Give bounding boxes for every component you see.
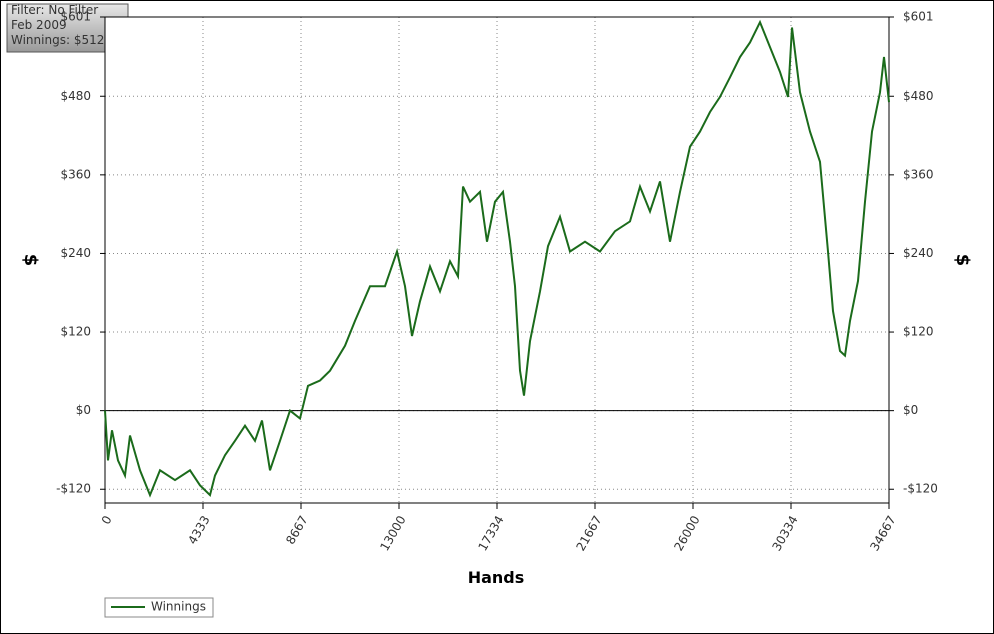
x-axis-title: Hands bbox=[468, 568, 525, 587]
y-tick-label: -$120 bbox=[56, 482, 91, 496]
y2-tick-label: $601 bbox=[903, 10, 934, 24]
y-axis-title: $ bbox=[20, 254, 41, 267]
legend bbox=[104, 597, 214, 618]
y2-axis-title: $ bbox=[952, 254, 973, 267]
info-date: Feb 2009 bbox=[11, 18, 67, 32]
y2-tick-label: -$120 bbox=[903, 482, 938, 496]
plot-border bbox=[104, 16, 890, 504]
winnings-line bbox=[104, 19, 890, 498]
info-winnings: Winnings: $512.21 bbox=[11, 33, 123, 47]
y2-tick-label: $0 bbox=[903, 403, 918, 417]
y-tick-label: $0 bbox=[76, 403, 91, 417]
y-tick-label: $360 bbox=[60, 167, 91, 181]
y2-tick-label: $360 bbox=[903, 167, 934, 181]
y-tick-label: $240 bbox=[60, 246, 91, 260]
y-tick-label: $120 bbox=[60, 325, 91, 339]
plot-area bbox=[105, 17, 889, 503]
info-filter: Filter: No Filter bbox=[11, 3, 98, 17]
y-tick-label: $601 bbox=[60, 10, 91, 24]
y-tick-label: $480 bbox=[60, 89, 91, 103]
y2-tick-label: $240 bbox=[903, 246, 934, 260]
legend-label: Winnings bbox=[151, 600, 206, 614]
y2-tick-label: $480 bbox=[903, 89, 934, 103]
y2-tick-label: $120 bbox=[903, 325, 934, 339]
